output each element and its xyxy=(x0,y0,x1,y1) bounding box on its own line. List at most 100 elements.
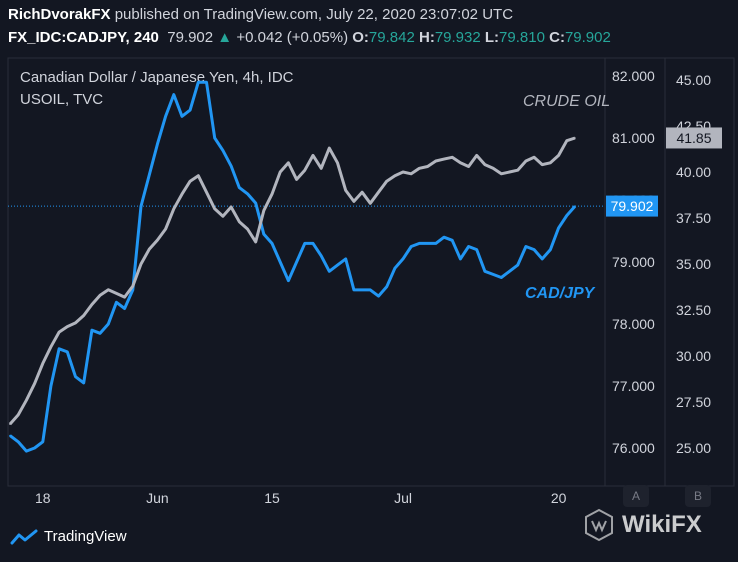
cadjpy-point xyxy=(287,279,290,282)
crude-oil-point xyxy=(516,169,519,171)
tradingview-logo[interactable]: TradingView xyxy=(10,528,127,545)
cadjpy-last-value: 79.902 xyxy=(611,198,654,214)
cadjpy-point xyxy=(443,236,445,238)
cadjpy-point xyxy=(435,242,437,245)
left-axis-tick-label: 79.000 xyxy=(612,254,655,270)
cadjpy-point xyxy=(336,264,339,266)
cadjpy-last-badge xyxy=(606,195,658,217)
crude-oil-point xyxy=(9,423,11,425)
crude-oil-point xyxy=(353,200,355,203)
crude-oil-point xyxy=(17,414,20,416)
author-name[interactable]: RichDvorakFX xyxy=(8,6,111,23)
crude-oil-point xyxy=(164,228,167,230)
crude-oil-point xyxy=(295,178,298,181)
cadjpy-point xyxy=(320,255,323,257)
right-axis-tick-label: 30.00 xyxy=(676,348,711,364)
cadjpy-point xyxy=(17,441,20,443)
right-axis-tick-label: 25.00 xyxy=(676,440,711,456)
crude-oil-point xyxy=(574,137,576,139)
crude-oil-point xyxy=(377,191,380,193)
open-value: 79.842 xyxy=(368,29,415,46)
cadjpy-point xyxy=(574,205,576,207)
cadjpy-point xyxy=(304,242,306,245)
time-axis-tick-label: 18 xyxy=(35,490,51,506)
crude-oil-point xyxy=(344,189,347,192)
cadjpy-point xyxy=(492,273,494,276)
crude-oil-point xyxy=(418,167,421,170)
crude-oil-point xyxy=(385,180,388,182)
crude-oil-point xyxy=(189,180,191,182)
cadjpy-point xyxy=(467,245,470,248)
time-axis-tick-label: Jul xyxy=(394,490,412,506)
crude-oil-point xyxy=(74,322,77,324)
crude-oil-point xyxy=(263,209,265,212)
crude-oil-point xyxy=(525,160,527,162)
cadjpy-point xyxy=(66,351,69,353)
tradingview-logo-icon xyxy=(10,529,38,544)
cadjpy-price-axis[interactable]: 82.00081.00080.00079.00078.00077.00076.0… xyxy=(612,68,655,456)
wikifx-logo-icon xyxy=(585,508,613,542)
right-axis-tick-label: 35.00 xyxy=(676,256,711,272)
cadjpy-point xyxy=(123,307,126,310)
cadjpy-point xyxy=(451,239,454,242)
cadjpy-point xyxy=(410,245,413,248)
cadjpy-point xyxy=(173,93,175,96)
crude-oil-point xyxy=(246,228,249,230)
auto-scale-button[interactable] xyxy=(623,485,649,507)
crude-price-axis[interactable]: 45.0042.5040.0037.5035.0032.5030.0027.50… xyxy=(676,72,711,456)
right-axis-tick-label: 32.50 xyxy=(676,302,711,318)
cadjpy-point xyxy=(328,270,331,273)
cadjpy-point xyxy=(557,227,560,229)
crude-oil-point xyxy=(66,325,69,328)
crude-oil-point xyxy=(312,154,314,157)
scale-b-button[interactable] xyxy=(685,485,711,507)
cadjpy-point xyxy=(263,233,265,235)
cadjpy-point xyxy=(475,248,478,251)
cadjpy-point xyxy=(254,202,257,204)
time-axis[interactable]: 18 Jun 15 Jul 20 xyxy=(35,490,567,506)
cadjpy-point xyxy=(516,264,519,266)
crude-oil-point xyxy=(287,162,290,164)
crude-oil-point xyxy=(173,208,175,210)
low-value: 79.810 xyxy=(499,29,545,46)
crude-oil-point xyxy=(304,169,306,171)
crude-oil-point xyxy=(328,147,331,149)
crude-oil-point xyxy=(492,167,494,170)
crude-oil-point xyxy=(484,163,486,166)
crude-oil-point xyxy=(369,202,372,205)
crude-oil-point xyxy=(402,171,404,173)
crude-oil-point xyxy=(181,193,183,195)
crude-oil-point xyxy=(467,165,470,168)
cadjpy-point xyxy=(140,205,142,207)
crude-oil-point xyxy=(475,154,478,157)
cadjpy-point xyxy=(385,286,388,288)
right-axis-tick-label: 27.50 xyxy=(676,394,711,410)
low-label: L: xyxy=(484,29,500,46)
crude-oil-point xyxy=(42,362,44,365)
cadjpy-point xyxy=(222,149,224,152)
crude-oil-point xyxy=(197,174,200,177)
crude-oil-point xyxy=(140,263,142,265)
crude-oil-point xyxy=(336,162,339,164)
cadjpy-point xyxy=(418,242,421,245)
crude-oil-point xyxy=(58,331,60,333)
crude-oil-point xyxy=(123,296,126,298)
cadjpy-point xyxy=(394,267,396,270)
wikifx-text: WikiFX xyxy=(622,511,702,538)
cadjpy-point xyxy=(312,242,314,245)
cadjpy-point xyxy=(213,137,216,139)
crude-oil-point xyxy=(361,191,363,193)
crude-oil-point xyxy=(271,193,273,195)
cadjpy-point xyxy=(181,115,183,118)
time-axis-tick-label: 20 xyxy=(551,490,567,506)
high-value: 79.932 xyxy=(434,29,481,46)
crude-oil-point xyxy=(91,303,93,306)
crude-oil-point xyxy=(500,173,503,175)
cadjpy-point xyxy=(230,165,232,167)
crude-oil-point xyxy=(533,156,535,159)
price-change: +0.042 (+0.05%) xyxy=(236,29,349,46)
crude-last-value: 41.85 xyxy=(676,130,711,146)
close-label: C: xyxy=(549,29,565,46)
chart-title: Canadian Dollar / Japanese Yen, 4h, IDC xyxy=(20,69,294,86)
